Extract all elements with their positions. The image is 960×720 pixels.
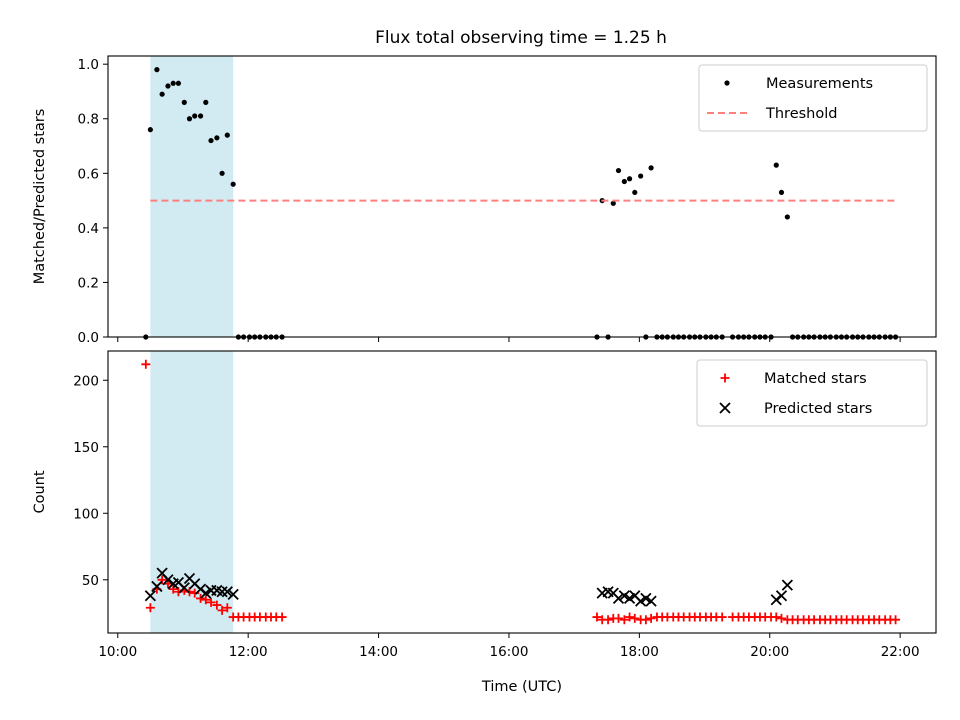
y-tick-label: 200 [73, 373, 99, 389]
matched-star-marker [592, 612, 602, 622]
top-panel: 0.0 0.2 0.4 0.6 0.8 1.0 Matched/Predicted star… [32, 55, 937, 346]
x-axis-label: Time (UTC) [481, 679, 562, 695]
matched-star-marker [603, 615, 613, 625]
measurement-point [214, 135, 220, 141]
measurement-point [224, 132, 230, 138]
measurement-point [147, 127, 153, 133]
matched-star-marker [891, 615, 901, 625]
legend-label: Predicted stars [764, 401, 872, 417]
legend-label: Threshold [765, 106, 837, 122]
y-axis-label: Matched/Predicted stars [32, 109, 48, 285]
predicted-star-marker [178, 582, 190, 594]
matched-star-marker [217, 605, 227, 615]
measurement-point [610, 200, 616, 206]
y-tick-label: 150 [73, 440, 99, 456]
x-tick-label: 18:00 [620, 644, 659, 660]
x-tick-label: 10:00 [98, 644, 137, 660]
bottom-panel: 10:00 12:00 14:00 16:00 18:00 20:00 22:00 50 100… [32, 350, 937, 695]
y-tick-label: 0.0 [78, 330, 99, 346]
matched-star-marker [619, 615, 629, 625]
predicted-star-marker [216, 586, 228, 598]
y-tick-label: 0.4 [78, 221, 99, 237]
x-tick-label: 12:00 [229, 644, 268, 660]
matched-star-marker [212, 600, 222, 610]
legend-label: Matched stars [764, 371, 867, 387]
measurement-point [648, 165, 654, 171]
measurement-point [632, 189, 638, 196]
y-axis-label: Count [32, 470, 48, 513]
measurement-point [192, 113, 198, 119]
matched-star-marker [613, 613, 623, 623]
measurement-point [219, 170, 225, 176]
legend-box [696, 359, 928, 427]
measurement-point [208, 137, 214, 144]
matched-star-marker [168, 584, 178, 594]
matched-star-marker [196, 593, 206, 603]
y-tick-label: 0.2 [78, 275, 99, 291]
measurement-point [165, 83, 171, 89]
legend-label: Measurements [766, 76, 873, 92]
matched-star-marker [646, 613, 656, 623]
matched-star-marker [145, 603, 155, 613]
y-tick-label: 0.8 [78, 112, 99, 128]
matched-star-marker [141, 359, 151, 369]
measurement-point [615, 167, 622, 174]
predicted-star-marker [151, 580, 163, 593]
x-tick-label: 22:00 [881, 644, 920, 660]
predicted-star-marker [221, 586, 233, 598]
matched-star-marker [771, 612, 781, 622]
measurement-point [154, 67, 160, 73]
y-tick-label: 100 [73, 506, 99, 522]
legend-box [698, 64, 928, 132]
x-tick-label: 20:00 [750, 644, 789, 660]
legend-marker-predicted [719, 402, 731, 414]
highlight-span [150, 56, 234, 337]
matched-star-marker [717, 612, 727, 622]
measurement-point [638, 173, 644, 179]
legend-marker-measurements [724, 80, 730, 86]
matched-star-marker [157, 575, 167, 585]
measurement-point [773, 162, 779, 168]
x-tick-label: 14:00 [359, 644, 398, 660]
matched-star-marker [641, 615, 651, 625]
matched-star-marker [776, 613, 786, 623]
axes-frame [107, 350, 937, 634]
measurement-point [175, 80, 182, 86]
matched-star-marker [625, 612, 635, 622]
measurement-point [159, 91, 165, 97]
legend-marker-matched [720, 373, 730, 383]
measurement-point [186, 116, 193, 122]
legend: Measurements Threshold [698, 64, 928, 132]
measurement-point [230, 181, 236, 187]
matched-star-marker [277, 612, 287, 622]
axes-frame [107, 55, 937, 338]
matched-star-marker [222, 603, 232, 613]
measurement-point [784, 214, 790, 220]
measurement-point [621, 178, 627, 185]
y-tick-label: 0.6 [78, 166, 99, 182]
y-tick-label: 1.0 [78, 57, 99, 73]
matched-star-marker [630, 613, 640, 623]
measurement-point [626, 176, 633, 182]
measurement-point [181, 99, 187, 105]
measurement-point [778, 189, 785, 196]
predicted-star-marker [144, 590, 157, 602]
predicted-star-marker [781, 579, 793, 591]
matched-star-marker [206, 597, 216, 607]
predicted-star-marker [645, 595, 657, 607]
measurement-point [197, 113, 204, 119]
predicted-star-marker [775, 590, 788, 602]
legend: Matched stars Predicted stars [696, 359, 928, 427]
predicted-star-marker [227, 588, 239, 601]
x-tick-label: 16:00 [490, 644, 529, 660]
predicted-star-marker [612, 592, 625, 605]
measurement-point [203, 99, 209, 105]
y-tick-label: 50 [82, 573, 99, 589]
figure-title: Flux total observing time = 1.25 h [375, 28, 667, 48]
measurement-point [170, 80, 176, 86]
matched-star-marker [201, 595, 211, 605]
